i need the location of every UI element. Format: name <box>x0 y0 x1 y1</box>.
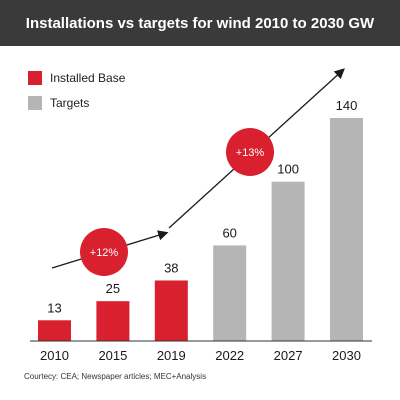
data-label-2010: 13 <box>47 300 61 315</box>
data-label-2015: 25 <box>106 281 120 296</box>
bar-2019 <box>154 280 188 341</box>
x-tick-2022: 2022 <box>215 348 244 363</box>
x-tick-2010: 2010 <box>40 348 69 363</box>
growth-badge-2 <box>226 128 274 176</box>
data-label-2022: 60 <box>222 225 236 240</box>
growth-badge-1 <box>80 228 128 276</box>
x-tick-2027: 2027 <box>274 348 303 363</box>
bar-2010 <box>38 320 71 341</box>
x-tick-2030: 2030 <box>332 348 361 363</box>
legend-label-installed: Installed Base <box>50 71 126 85</box>
chart-title: Installations vs targets for wind 2010 t… <box>0 0 400 46</box>
legend-swatch-installed <box>28 71 42 85</box>
legend-label-targets: Targets <box>50 96 90 110</box>
data-label-2019: 38 <box>164 260 178 275</box>
x-tick-2015: 2015 <box>98 348 127 363</box>
data-label-2030: 140 <box>336 98 358 113</box>
bar-2015 <box>96 301 130 341</box>
source-note: Courtecy: CEA; Newspaper articles; MEC+A… <box>24 372 207 381</box>
growth-badge-label-1: +12% <box>90 247 119 259</box>
legend-item-targets: Targets <box>28 95 125 111</box>
bar-2022 <box>213 245 247 341</box>
growth-badge-label-2: +13% <box>236 147 265 159</box>
legend: Installed Base Targets <box>28 70 125 120</box>
legend-item-installed: Installed Base <box>28 70 125 86</box>
bar-2030 <box>330 118 363 341</box>
legend-swatch-targets <box>28 96 42 110</box>
data-label-2027: 100 <box>277 162 299 177</box>
bar-2027 <box>271 181 305 341</box>
x-tick-2019: 2019 <box>157 348 186 363</box>
